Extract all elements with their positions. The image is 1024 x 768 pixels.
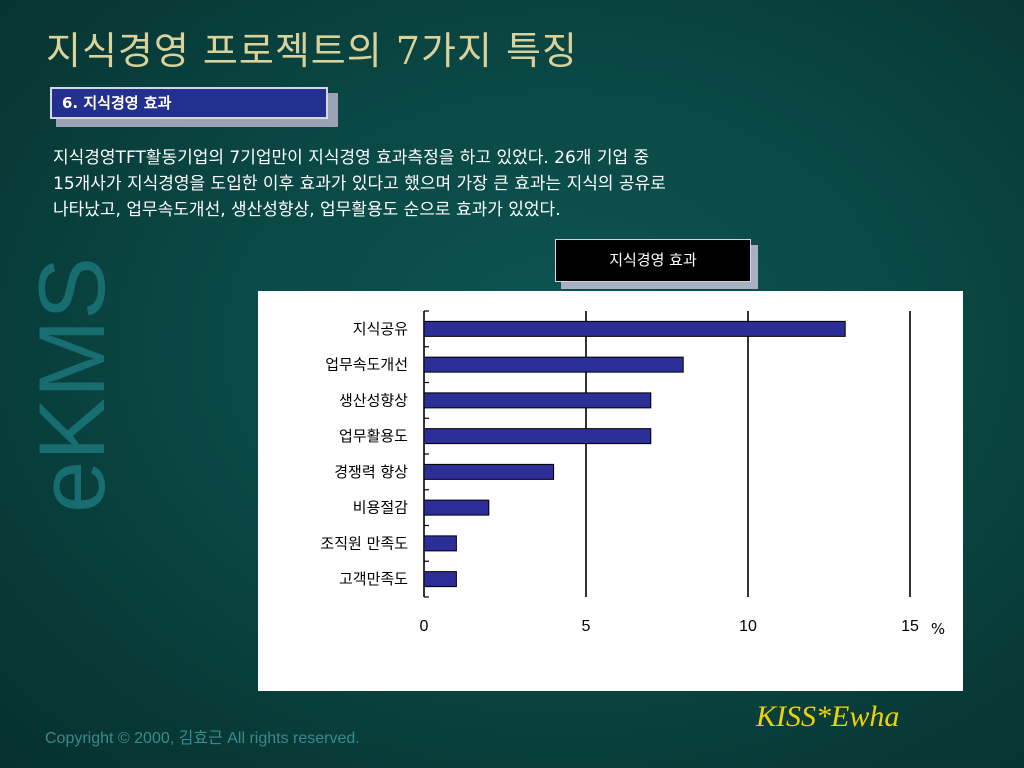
unit-label: %: [931, 620, 945, 638]
bar: [423, 535, 457, 552]
description-line: 나타났고, 업무속도개선, 생산성향상, 업무활용도 순으로 효과가 있었다.: [53, 200, 561, 220]
bar: [423, 571, 457, 588]
category-label: 비용절감: [353, 499, 408, 517]
category-label: 지식공유: [353, 320, 408, 338]
x-tick-label: 0: [420, 618, 429, 635]
ekms-watermark: eKMS: [19, 257, 124, 513]
bar: [423, 320, 846, 337]
description-line: 15개사가 지식경영을 도입한 이후 효과가 있다고 했으며 가장 큰 효과는 …: [53, 174, 666, 194]
category-label: 생산성향상: [339, 391, 408, 409]
category-label: 고객만족도: [339, 570, 408, 588]
x-tick-label: 10: [739, 618, 757, 635]
category-label: 경쟁력 향상: [334, 463, 408, 481]
category-label: 업무속도개선: [325, 356, 408, 374]
copyright-text: Copyright © 2000, 김효근 All rights reserve…: [45, 730, 360, 747]
chart-title: 지식경영 효과: [555, 239, 751, 282]
x-tick-label: 15: [901, 618, 919, 635]
section-label: 6. 지식경영 효과: [50, 87, 328, 119]
category-label: 조직원 만족도: [320, 534, 408, 552]
bar: [423, 499, 490, 516]
description-text: 지식경영TFT활동기업의 7기업만이 지식경영 효과측정을 하고 있었다. 26…: [53, 145, 953, 223]
brand-logo: KISS*Ewha: [756, 700, 900, 733]
bar: [423, 356, 684, 373]
bar: [423, 428, 652, 445]
bar: [423, 463, 555, 480]
slide-title: 지식경영 프로젝트의 7가지 특징: [46, 29, 578, 73]
description-line: 지식경영TFT활동기업의 7기업만이 지식경영 효과측정을 하고 있었다. 26…: [53, 148, 650, 168]
bar: [423, 392, 652, 409]
category-label: 업무활용도: [339, 427, 408, 445]
x-tick-label: 5: [582, 618, 591, 635]
